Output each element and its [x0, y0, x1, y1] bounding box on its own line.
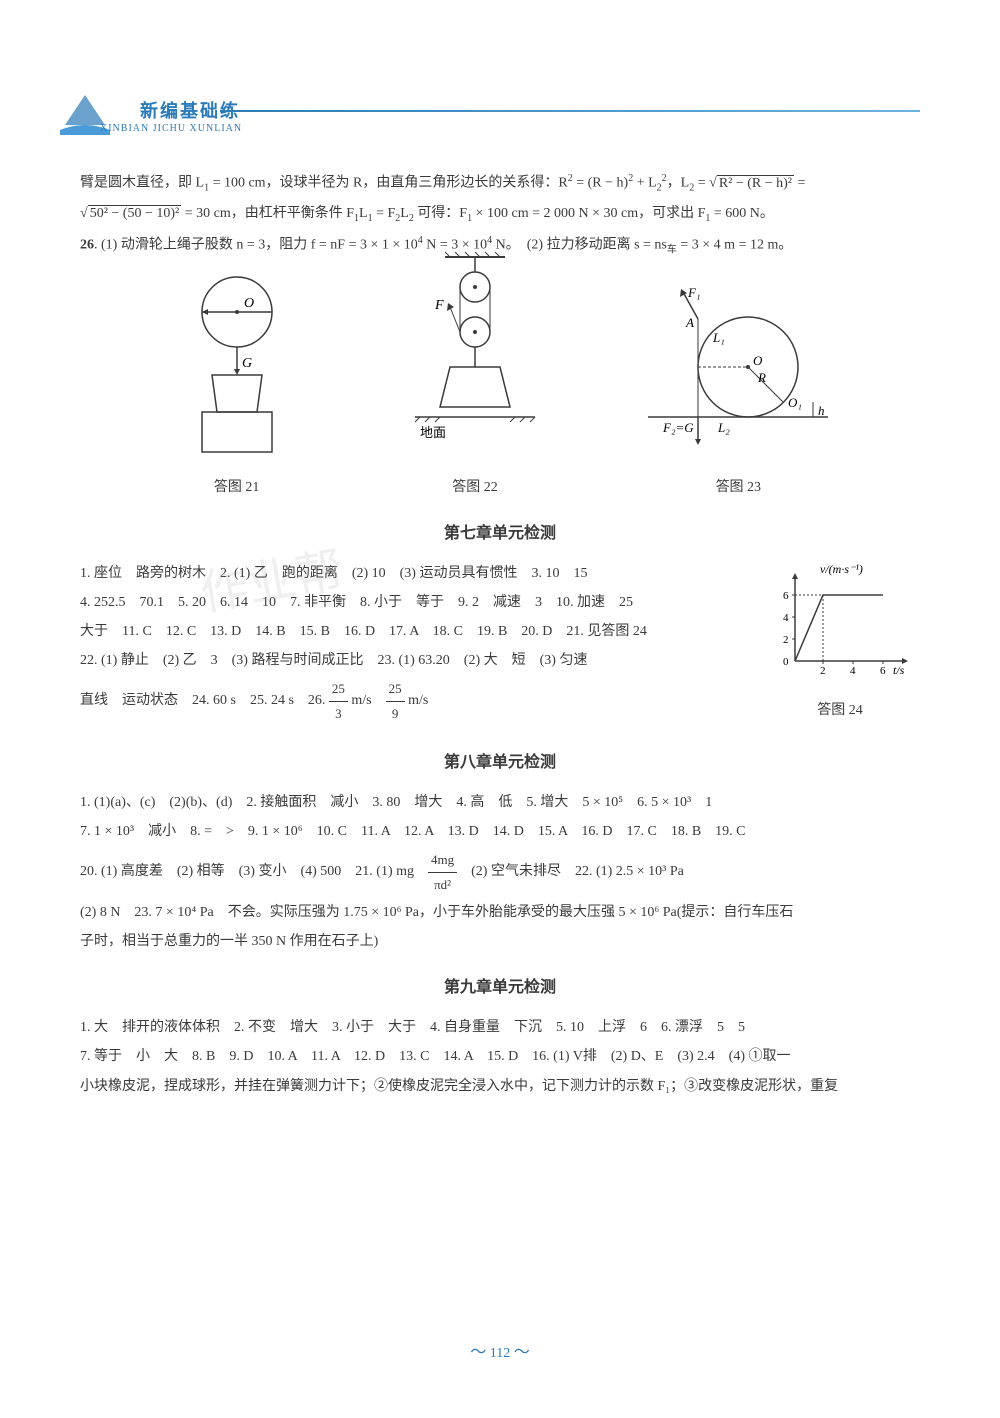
ch9-line3: 小块橡皮泥，捏成球形，并挂在弹簧测力计下；②使橡皮泥完全浸入水中，记下测力计的示…: [80, 1074, 920, 1099]
svg-text:0: 0: [783, 656, 789, 668]
page-deco-right-icon: 〜: [514, 1344, 530, 1361]
main-content: 臂是圆木直径，即 L1 = 100 cm，设球半径为 R，由直角三角形边长的关系…: [80, 170, 920, 1099]
book-subtitle: XINBIAN JICHU XUNLIAN: [100, 120, 242, 138]
diagram-row: O G 答图 21: [120, 280, 880, 500]
q25-text-2: √50² − (50 − 10)² = 30 cm，由杠杆平衡条件 F1L1 =…: [80, 201, 920, 228]
ch8-line4: (2) 8 N 23. 7 × 10⁴ Pa 不会。实际压强为 1.75 × 1…: [80, 900, 920, 925]
svg-text:O₁: O₁: [788, 395, 802, 410]
header-underline: [220, 110, 920, 112]
svg-text:L₂: L₂: [717, 420, 730, 435]
page-deco-left-icon: 〜: [470, 1344, 486, 1361]
svg-text:F₁: F₁: [687, 287, 700, 300]
ch9-line1: 1. 大 排开的液体体积 2. 不变 增大 3. 小于 大于 4. 自身重量 下…: [80, 1015, 920, 1040]
diagram-22-label: 答图 22: [395, 475, 555, 500]
svg-text:2: 2: [783, 634, 789, 646]
diagram-23-label: 答图 23: [638, 475, 838, 500]
ch8-line3: 20. (1) 高度差 (2) 相等 (3) 变小 (4) 500 21. (1…: [80, 848, 920, 896]
svg-text:L₁: L₁: [712, 330, 725, 345]
chapter-7-title: 第七章单元检测: [80, 520, 920, 549]
svg-text:O: O: [244, 296, 254, 311]
q25-text: 臂是圆木直径，即 L1 = 100 cm，设球半径为 R，由直角三角形边长的关系…: [80, 170, 920, 197]
svg-text:t/s: t/s: [893, 663, 905, 677]
svg-text:h: h: [818, 403, 825, 418]
ch8-line5: 子时，相当于总重力的一半 350 N 作用在石子上): [80, 929, 920, 954]
svg-text:G: G: [242, 356, 252, 371]
svg-text:6: 6: [880, 665, 886, 677]
diagram-23: F₁ A L₁ O R O₁ F₂=G L₂ h 答图 23: [638, 287, 838, 499]
page-number: 〜 112 〜: [0, 1339, 1000, 1368]
page-header: 新编基础练 XINBIAN JICHU XUNLIAN: [80, 80, 920, 150]
ch9-line2: 7. 等于 小 大 8. B 9. D 10. A 11. A 12. D 13…: [80, 1044, 920, 1069]
svg-text:R: R: [757, 370, 766, 385]
svg-text:F₂=G: F₂=G: [662, 420, 694, 435]
svg-text:4: 4: [850, 665, 856, 677]
svg-text:4: 4: [783, 612, 789, 624]
svg-text:A: A: [685, 315, 694, 330]
diagram-22: F 地面 答图 22: [395, 247, 555, 499]
chart-24: v/(m·s⁻¹) 0 2 4 6 2 4 6 t/s: [760, 561, 920, 723]
svg-text:O: O: [753, 353, 763, 368]
svg-text:F: F: [434, 298, 444, 313]
diagram-21-label: 答图 21: [162, 475, 312, 500]
chapter-9-title: 第九章单元检测: [80, 974, 920, 1003]
ch8-line2: 7. 1 × 10³ 减小 8. = > 9. 1 × 10⁶ 10. C 11…: [80, 819, 920, 844]
svg-text:v/(m·s⁻¹): v/(m·s⁻¹): [820, 562, 863, 576]
svg-text:6: 6: [783, 590, 789, 602]
diagram-21: O G 答图 21: [162, 267, 312, 499]
svg-text:地面: 地面: [420, 425, 446, 440]
svg-text:2: 2: [820, 665, 826, 677]
chapter-8-title: 第八章单元检测: [80, 749, 920, 778]
chart-24-label: 答图 24: [760, 698, 920, 723]
ch8-line1: 1. (1)(a)、(c) (2)(b)、(d) 2. 接触面积 减小 3. 8…: [80, 790, 920, 815]
